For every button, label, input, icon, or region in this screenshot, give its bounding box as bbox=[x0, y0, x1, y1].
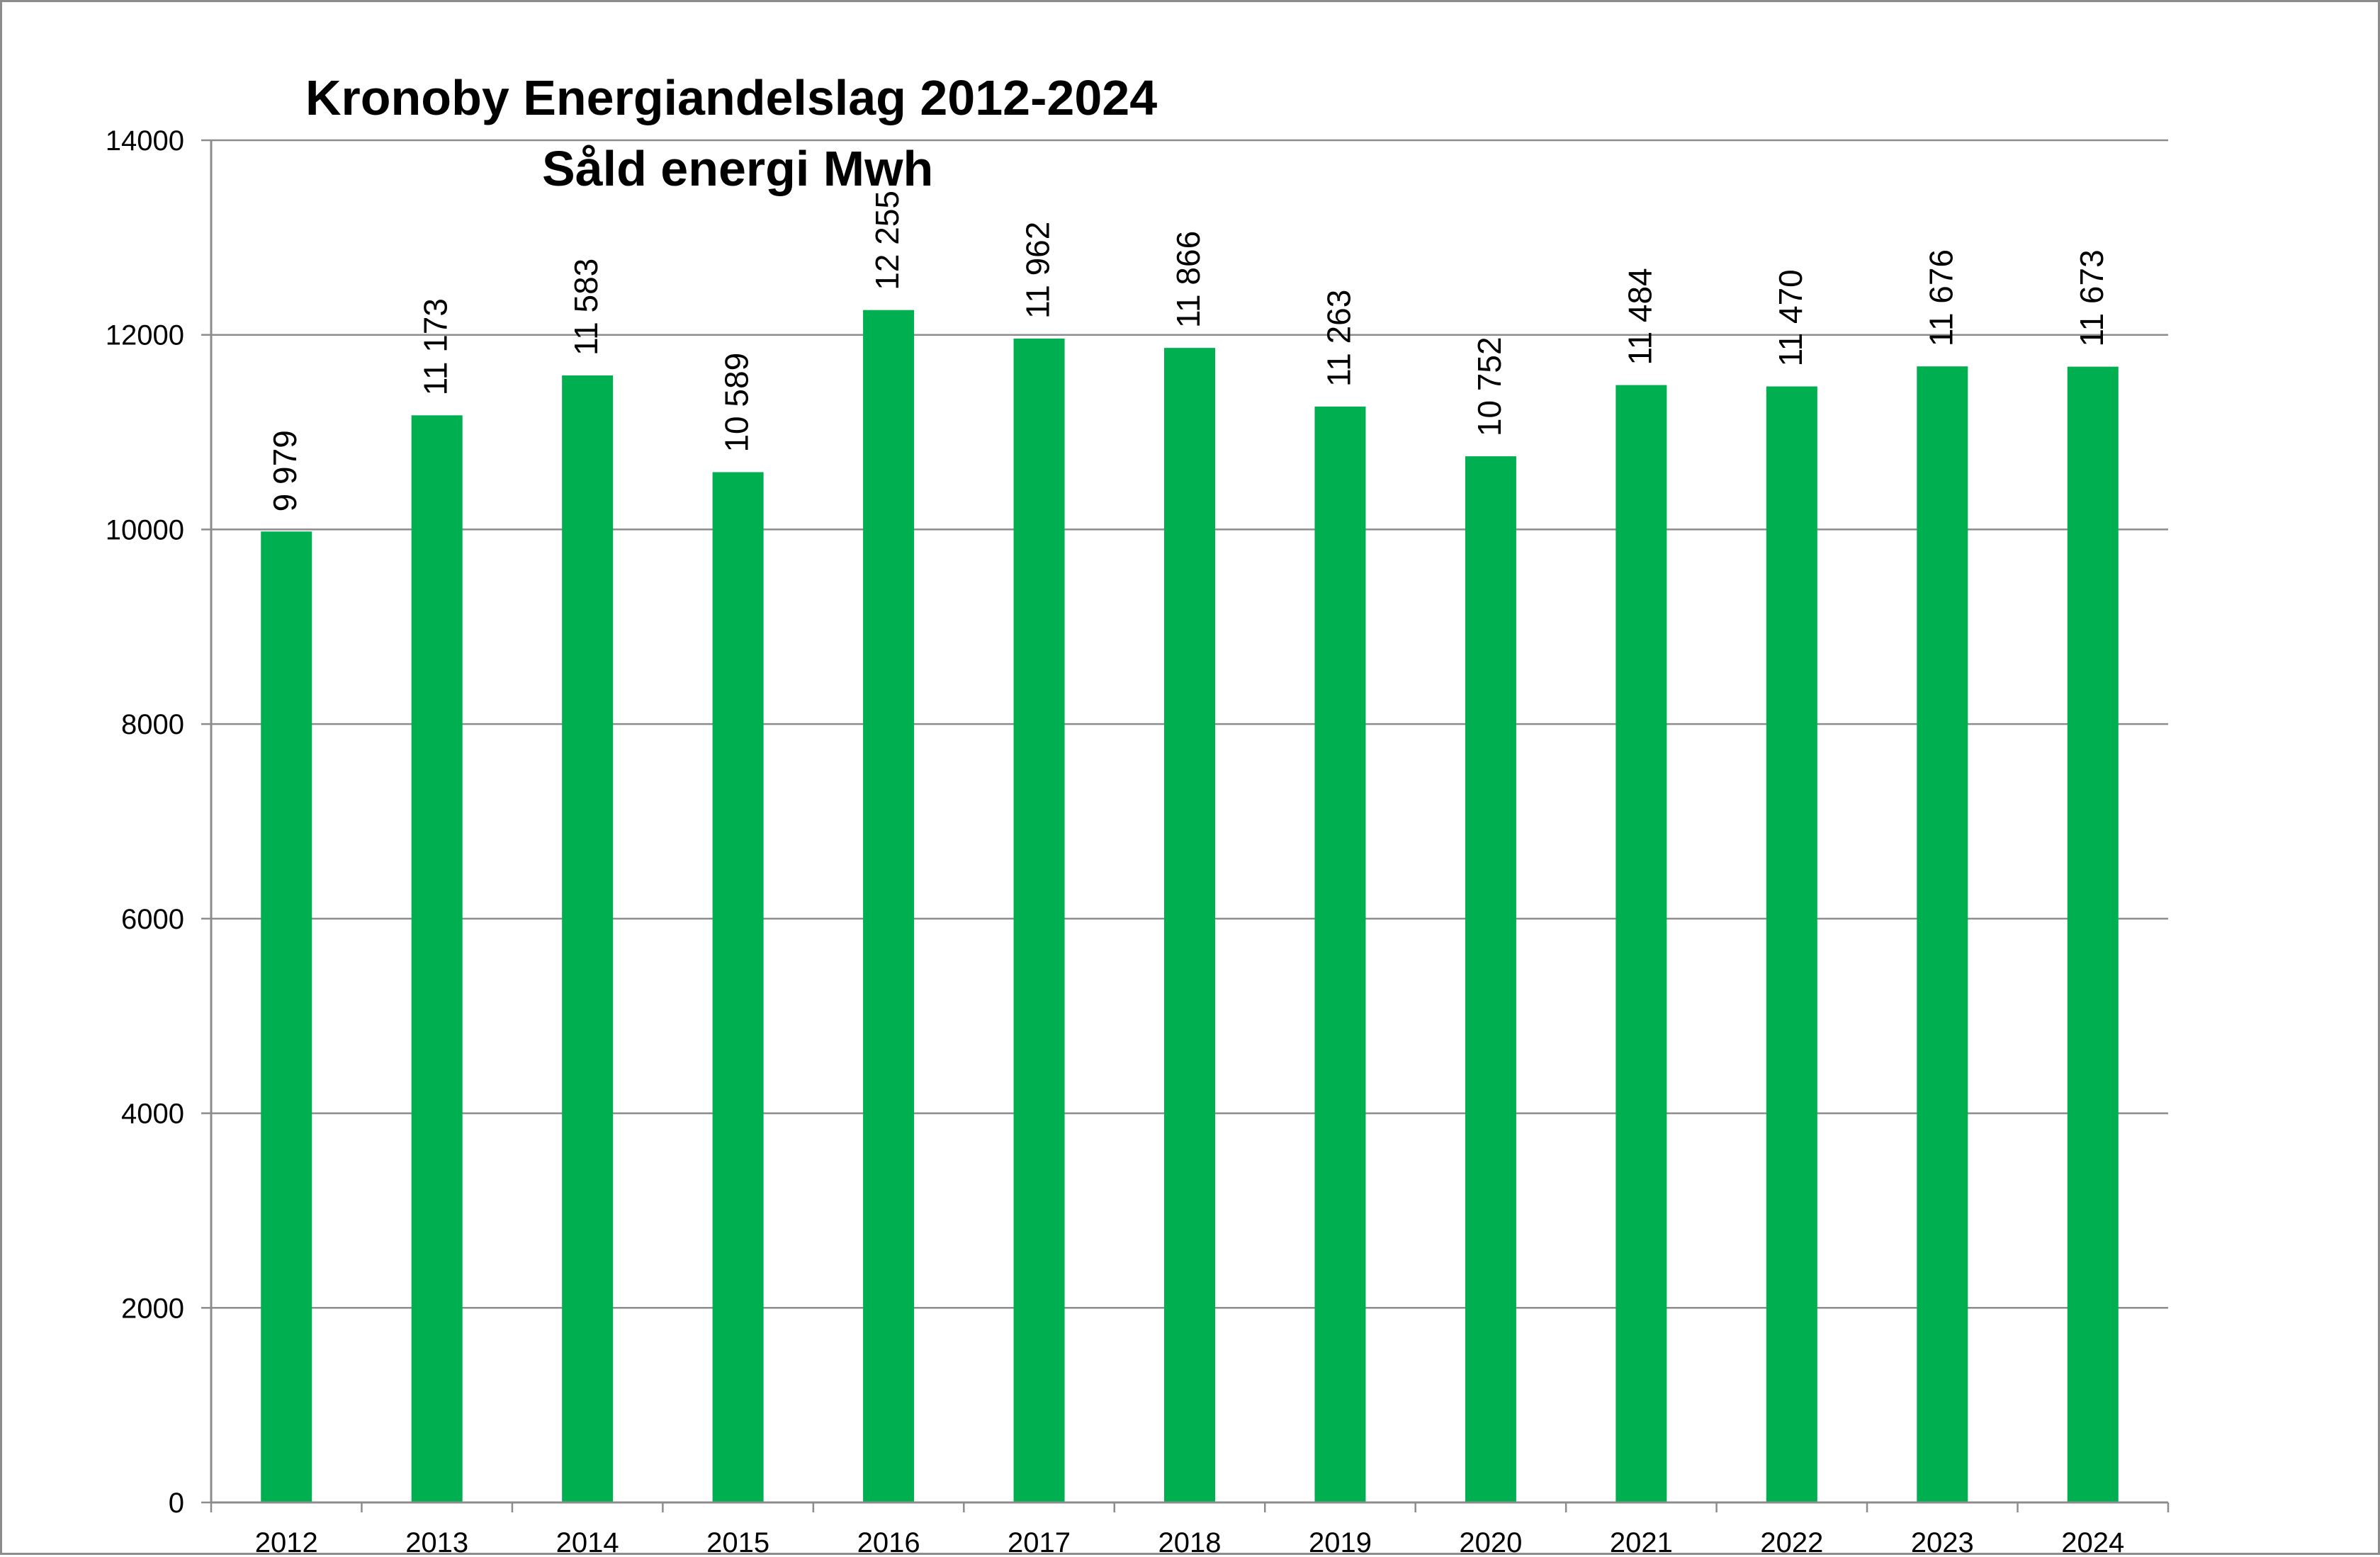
data-labels: 9 979 11 173 11 583 10 589 12 255 11 962 11 86… bbox=[266, 191, 2110, 511]
bar bbox=[562, 375, 614, 1502]
x-tick-label: 2022 bbox=[1760, 1527, 1823, 1557]
bar bbox=[1013, 338, 1065, 1503]
data-label: 12 255 bbox=[869, 191, 906, 290]
bar bbox=[1465, 456, 1516, 1502]
x-tick-label: 2020 bbox=[1459, 1527, 1522, 1557]
x-tick-label: 2019 bbox=[1309, 1527, 1372, 1557]
x-tick-label: 2017 bbox=[1008, 1527, 1071, 1557]
bar bbox=[863, 310, 915, 1502]
x-tick-label: 2013 bbox=[405, 1527, 468, 1557]
y-tick-label: 4000 bbox=[121, 1099, 184, 1130]
data-label: 11 673 bbox=[2073, 249, 2110, 346]
y-tick-label: 6000 bbox=[121, 904, 184, 935]
bars bbox=[261, 310, 2119, 1503]
y-tick-label: 2000 bbox=[121, 1293, 184, 1324]
bar bbox=[411, 415, 463, 1503]
bar bbox=[1164, 348, 1215, 1503]
bar bbox=[1615, 385, 1667, 1502]
bar bbox=[712, 472, 764, 1503]
x-tick-label: 2023 bbox=[1911, 1527, 1974, 1557]
bar bbox=[261, 531, 312, 1503]
data-label: 11 962 bbox=[1020, 222, 1056, 319]
x-tick-label: 2024 bbox=[2061, 1527, 2124, 1557]
data-label: 9 979 bbox=[266, 430, 303, 511]
data-label: 11 470 bbox=[1772, 269, 1809, 366]
bar bbox=[1314, 406, 1366, 1502]
x-tick-label: 2014 bbox=[556, 1527, 619, 1557]
y-tick-label: 14000 bbox=[106, 125, 184, 157]
x-tick-label: 2016 bbox=[857, 1527, 920, 1557]
data-label: 11 173 bbox=[417, 298, 454, 395]
chart-title: Kronoby Energiandelslag 2012-2024 bbox=[305, 70, 1158, 125]
y-tick-labels: 0 2000 4000 6000 8000 10000 12000 14000 bbox=[106, 125, 184, 1519]
y-tick-label: 0 bbox=[169, 1488, 184, 1519]
x-tick-labels: 2012 2013 2014 2015 2016 2017 2018 2019 2020 2021… bbox=[255, 1527, 2125, 1557]
data-label: 10 589 bbox=[718, 353, 755, 453]
y-tick-label: 10000 bbox=[106, 514, 184, 545]
x-tick-label: 2015 bbox=[706, 1527, 769, 1557]
x-tick-label: 2018 bbox=[1158, 1527, 1222, 1557]
bar bbox=[1766, 386, 1817, 1502]
y-tick-label: 8000 bbox=[121, 709, 184, 740]
data-label: 11 263 bbox=[1320, 290, 1357, 387]
data-label: 11 484 bbox=[1621, 268, 1658, 365]
bar bbox=[2067, 366, 2119, 1502]
data-label: 11 866 bbox=[1170, 231, 1207, 328]
data-label: 10 752 bbox=[1471, 336, 1508, 436]
bar bbox=[1917, 366, 1968, 1502]
axes bbox=[201, 139, 2170, 1512]
data-label: 11 676 bbox=[1922, 249, 1959, 346]
x-tick-label: 2012 bbox=[255, 1527, 318, 1557]
data-label: 11 583 bbox=[568, 259, 604, 356]
chart-subtitle: Såld energi Mwh bbox=[542, 141, 934, 196]
y-tick-label: 12000 bbox=[106, 320, 184, 351]
x-tick-label: 2021 bbox=[1610, 1527, 1673, 1557]
